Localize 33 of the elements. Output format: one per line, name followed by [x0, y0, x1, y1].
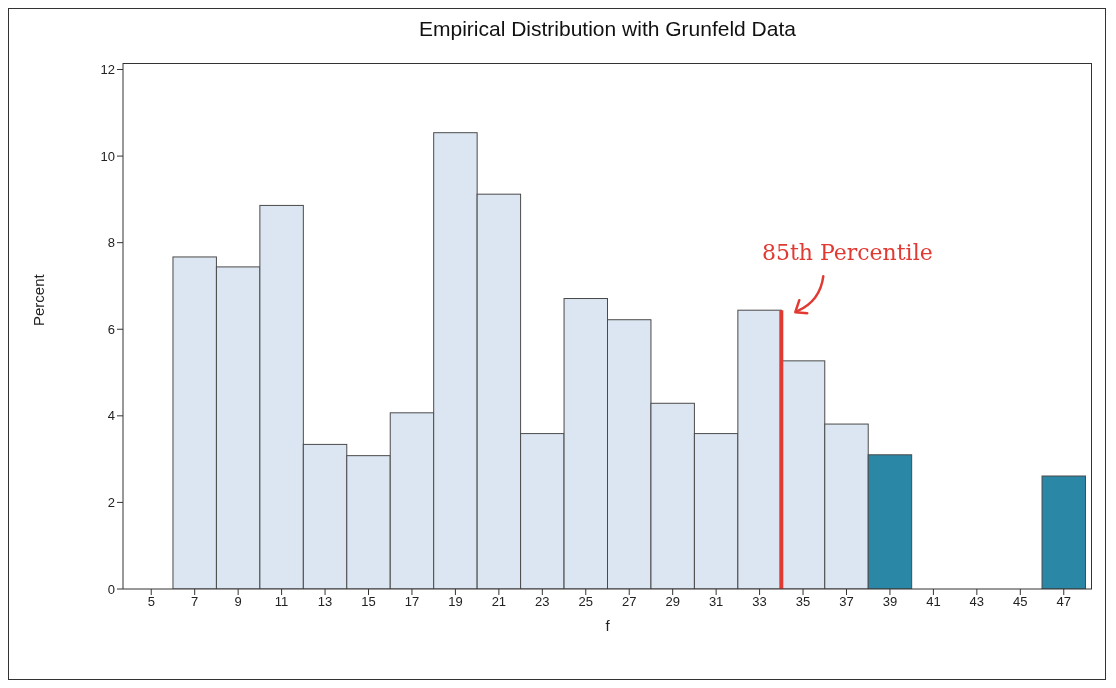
x-tick-label: 27	[621, 594, 637, 610]
x-tick-label: 33	[752, 594, 767, 610]
x-tick-label: 25	[578, 594, 594, 610]
x-tick-label: 19	[448, 594, 463, 610]
y-tick-label: 10	[100, 148, 115, 164]
y-tick-label: 6	[107, 321, 115, 337]
x-tick-label: 11	[274, 594, 289, 610]
y-tick-label: 12	[100, 62, 115, 78]
y-tick-label: 4	[107, 408, 115, 424]
chart-title: Empirical Distribution with Grunfeld Data	[418, 17, 797, 41]
x-tick-label: 23	[535, 594, 550, 610]
x-tick-label: 35	[795, 594, 811, 610]
x-tick-label: 37	[839, 594, 854, 610]
x-tick-label: 47	[1056, 594, 1071, 610]
x-tick-label: 17	[404, 594, 420, 610]
x-tick-label: 31	[708, 594, 724, 610]
y-axis-title: Percent	[30, 273, 48, 326]
y-tick-label: 0	[107, 581, 115, 597]
x-tick-label: 45	[1013, 594, 1028, 610]
x-tick-label: 5	[147, 594, 155, 610]
x-tick-label: 29	[665, 594, 680, 610]
x-tick-label: 9	[234, 594, 242, 610]
y-tick-label: 2	[107, 495, 115, 511]
x-tick-label: 41	[926, 594, 941, 610]
x-tick-label: 15	[361, 594, 376, 610]
x-axis-title: f	[605, 617, 611, 634]
x-tick-label: 21	[491, 594, 507, 610]
ref-line-label: 85th Percentile	[761, 240, 933, 266]
x-tick-label: 7	[191, 594, 199, 610]
x-tick-label: 43	[969, 594, 985, 610]
x-tick-label: 39	[882, 594, 898, 610]
x-tick-label: 13	[317, 594, 333, 610]
y-tick-label: 8	[107, 235, 115, 251]
